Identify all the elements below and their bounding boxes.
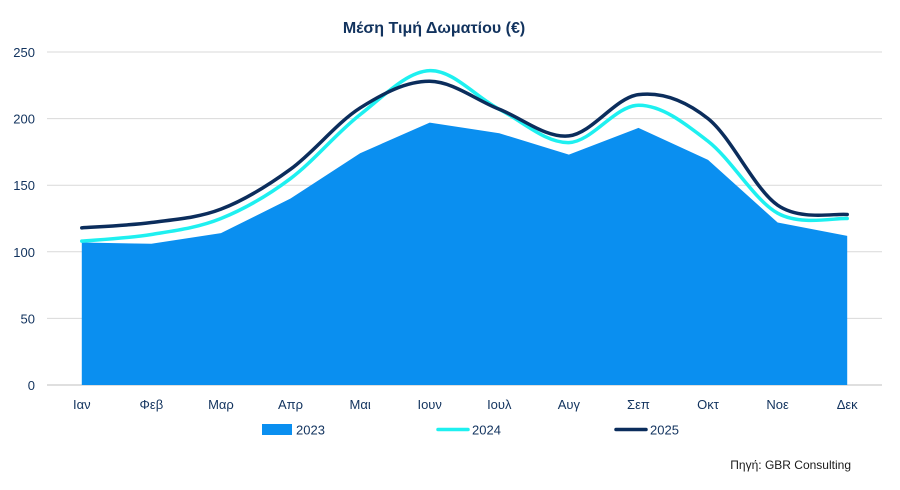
legend-item-2025: 2025 [616,423,679,438]
x-tick-label: Δεκ [837,397,858,412]
y-tick-label: 250 [13,45,35,60]
legend-label: 2024 [472,423,501,438]
x-tick-label: Οκτ [697,397,720,412]
chart-title: Μέση Τιμή Δωματίου (€) [343,20,525,37]
y-tick-label: 100 [13,245,35,260]
y-tick-label: 150 [13,178,35,193]
x-axis-ticks: Ιαν Φεβ Μαρ Απρ Μαι Ιουν Ιουλ Αυγ Σεπ Οκτ Νοε Δεκ [73,397,858,412]
legend-label: 2025 [650,423,679,438]
x-tick-label: Απρ [278,397,303,412]
y-tick-label: 50 [21,311,35,326]
legend: 2023 2024 2025 [262,423,679,438]
legend-label: 2023 [296,423,325,438]
x-tick-label: Αυγ [558,397,581,412]
x-tick-label: Ιαν [73,397,91,412]
x-tick-label: Ιουν [417,397,441,412]
legend-swatch [262,424,292,435]
y-tick-label: 0 [28,378,35,393]
x-tick-label: Σεπ [627,397,650,412]
legend-item-2023: 2023 [262,423,325,438]
x-tick-label: Μαι [350,397,371,412]
legend-item-2024: 2024 [438,423,501,438]
x-tick-label: Μαρ [208,397,234,412]
series [82,71,847,385]
x-tick-label: Ιουλ [487,397,512,412]
y-axis-ticks: 0 50 100 150 200 250 [13,45,35,393]
x-tick-label: Νοε [766,397,789,412]
series-area-2023 [82,123,847,385]
x-tick-label: Φεβ [140,397,164,412]
y-tick-label: 200 [13,112,35,127]
source-note: Πηγή: GBR Consulting [730,458,851,472]
